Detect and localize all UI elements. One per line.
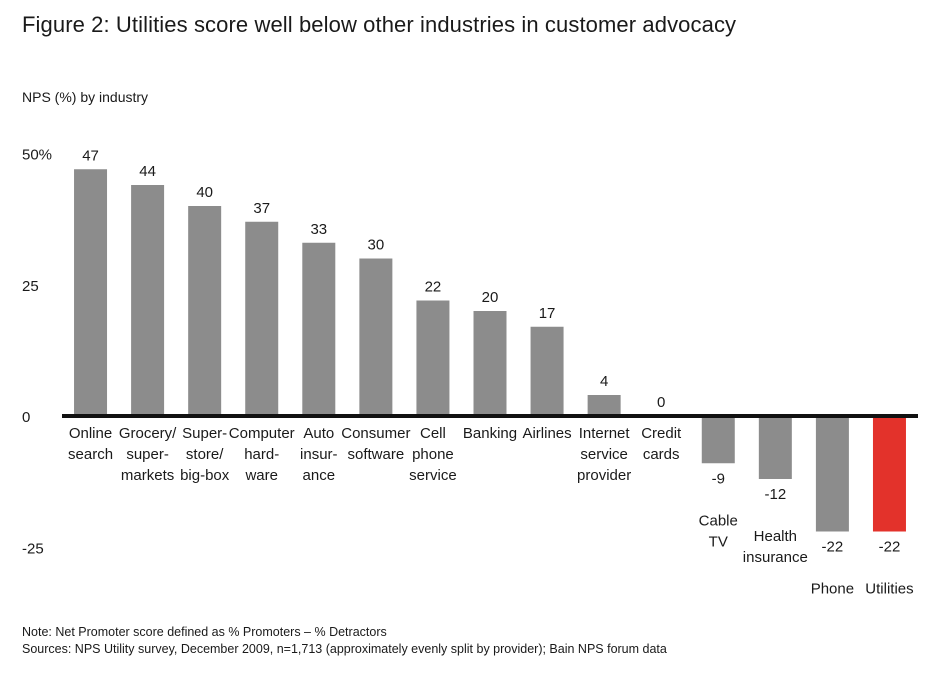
data-label: -22: [822, 539, 844, 556]
category-label: Super-: [182, 425, 227, 442]
bar: [587, 395, 621, 416]
data-label: 0: [657, 394, 665, 411]
bar: [815, 416, 849, 532]
bar: [245, 221, 279, 416]
data-label: 17: [539, 305, 556, 322]
data-label: 33: [310, 221, 327, 238]
category-label: Internet: [579, 425, 631, 442]
data-label: 22: [425, 279, 442, 296]
note-text: Note: Net Promoter score defined as % Pr…: [22, 625, 387, 639]
category-label: ance: [303, 467, 336, 484]
bar: [473, 311, 507, 416]
bar: [530, 326, 564, 416]
bar-chart: 50% 25 0 -25 47 Online search 44 Grocery/super-m…: [22, 147, 918, 598]
bar: [74, 169, 108, 416]
y-axis-label: NPS (%) by industry: [22, 89, 149, 105]
y-tick-label: 25: [22, 278, 39, 295]
data-label: -9: [712, 470, 725, 487]
data-label: 40: [196, 184, 213, 201]
data-label: 47: [82, 147, 99, 164]
data-label: 20: [482, 289, 499, 306]
data-label: 4: [600, 373, 608, 390]
category-label: insur-: [300, 446, 338, 463]
bar: [131, 185, 165, 416]
data-label: -22: [879, 539, 901, 556]
category-label: Airlines: [522, 425, 571, 442]
category-label: provider: [577, 467, 631, 484]
category-label: cards: [643, 446, 680, 463]
category-label: Online: [69, 425, 112, 442]
category-label: phone: [412, 446, 454, 463]
category-label: insurance: [743, 549, 808, 566]
category-label: Auto: [303, 425, 334, 442]
bar: [302, 242, 336, 416]
category-label: store/: [186, 446, 224, 463]
category-label: service: [580, 446, 628, 463]
category-label: Banking: [463, 425, 517, 442]
category-label: service: [409, 467, 457, 484]
category-label: software: [348, 446, 405, 463]
category-label: big-box: [180, 467, 230, 484]
bar: [758, 416, 792, 479]
category-label: ware: [244, 467, 278, 484]
category-label: hard-: [244, 446, 279, 463]
category-label: search: [68, 446, 113, 463]
y-tick-label: -25: [22, 540, 44, 557]
notes: Note: Net Promoter score defined as % Pr…: [22, 624, 667, 658]
category-label: TV: [709, 533, 728, 550]
bar: [188, 206, 222, 416]
bar: [701, 416, 735, 464]
category-label: Cell: [420, 425, 446, 442]
category-label: super-: [126, 446, 169, 463]
category-label: Credit: [641, 425, 682, 442]
category-label: Cable: [699, 512, 738, 529]
category-label: Computer: [229, 425, 295, 442]
category-label: Phone: [811, 581, 854, 598]
bar: [872, 416, 906, 532]
chart-title: Figure 2: Utilities score well below oth…: [22, 12, 737, 37]
y-tick-label: 0: [22, 409, 30, 426]
bar: [416, 300, 450, 416]
data-label: -12: [764, 486, 786, 503]
category-label: Grocery/: [119, 425, 177, 442]
category-label: Health: [754, 528, 797, 545]
y-tick-label: 50%: [22, 147, 52, 164]
category-label: Consumer: [341, 425, 410, 442]
bar: [359, 258, 393, 416]
data-label: 44: [139, 163, 156, 180]
category-label: Utilities: [865, 581, 913, 598]
data-label: 30: [368, 237, 385, 254]
data-label: 37: [253, 200, 270, 217]
category-label: markets: [121, 467, 174, 484]
sources-text: Sources: NPS Utility survey, December 20…: [22, 642, 667, 656]
